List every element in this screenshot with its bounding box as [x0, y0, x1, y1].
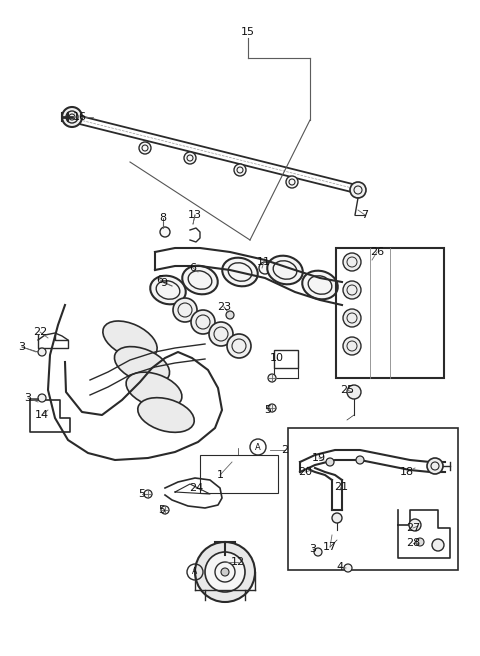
Circle shape — [226, 311, 234, 319]
Text: 14: 14 — [35, 410, 49, 420]
Circle shape — [432, 539, 444, 551]
Circle shape — [347, 385, 361, 399]
Ellipse shape — [267, 256, 303, 284]
Ellipse shape — [182, 266, 218, 295]
Circle shape — [314, 548, 322, 556]
Circle shape — [161, 506, 169, 514]
Circle shape — [209, 322, 233, 346]
Text: 8: 8 — [159, 213, 167, 223]
Ellipse shape — [138, 398, 194, 432]
Circle shape — [160, 227, 170, 237]
Text: 3: 3 — [310, 544, 316, 554]
Bar — [274, 350, 298, 368]
Ellipse shape — [150, 276, 186, 304]
Circle shape — [227, 334, 251, 358]
Text: 3: 3 — [19, 342, 25, 352]
Circle shape — [332, 513, 342, 523]
Text: 17: 17 — [323, 542, 337, 552]
Text: 5: 5 — [264, 405, 272, 415]
Text: 18: 18 — [400, 467, 414, 477]
Text: 4: 4 — [336, 562, 344, 572]
Circle shape — [409, 519, 421, 531]
Circle shape — [268, 374, 276, 382]
Text: 28: 28 — [406, 538, 420, 548]
Text: 27: 27 — [406, 523, 420, 533]
Circle shape — [259, 262, 271, 274]
Text: 19: 19 — [312, 453, 326, 463]
Circle shape — [221, 568, 229, 576]
Circle shape — [139, 142, 151, 154]
Text: 22: 22 — [33, 327, 47, 337]
Circle shape — [343, 253, 361, 271]
Ellipse shape — [302, 271, 338, 299]
Circle shape — [343, 309, 361, 327]
Ellipse shape — [222, 258, 258, 286]
Bar — [336, 248, 444, 378]
Bar — [200, 455, 278, 493]
Circle shape — [144, 490, 152, 498]
Circle shape — [173, 298, 197, 322]
Text: 2: 2 — [281, 445, 288, 455]
Text: 15: 15 — [241, 27, 255, 37]
Text: 3: 3 — [24, 393, 32, 403]
Text: 1: 1 — [216, 470, 224, 480]
Text: 23: 23 — [217, 302, 231, 312]
Text: 10: 10 — [270, 353, 284, 363]
Circle shape — [191, 310, 215, 334]
Ellipse shape — [126, 372, 182, 408]
Circle shape — [356, 456, 364, 464]
Text: 7: 7 — [361, 210, 369, 220]
Bar — [288, 428, 458, 570]
Circle shape — [62, 107, 82, 127]
Circle shape — [350, 182, 366, 198]
Text: 11: 11 — [257, 257, 271, 267]
Circle shape — [195, 542, 255, 602]
Circle shape — [416, 538, 424, 546]
Circle shape — [344, 564, 352, 572]
Text: 21: 21 — [334, 482, 348, 492]
Ellipse shape — [114, 346, 169, 383]
Text: A: A — [192, 567, 198, 577]
Circle shape — [38, 394, 46, 402]
Circle shape — [184, 152, 196, 164]
Text: 9: 9 — [160, 278, 168, 288]
Circle shape — [343, 281, 361, 299]
Ellipse shape — [103, 321, 157, 359]
Text: 13: 13 — [188, 210, 202, 220]
Circle shape — [38, 348, 46, 356]
Text: 5: 5 — [158, 505, 166, 515]
Circle shape — [286, 176, 298, 188]
Text: 25: 25 — [340, 385, 354, 395]
Text: 6: 6 — [190, 263, 196, 273]
Text: 20: 20 — [298, 467, 312, 477]
Circle shape — [326, 458, 334, 466]
Text: 24: 24 — [189, 483, 203, 493]
Circle shape — [268, 404, 276, 412]
Text: 5: 5 — [139, 489, 145, 499]
Text: 16: 16 — [73, 112, 87, 122]
Circle shape — [205, 552, 245, 592]
Text: A: A — [255, 443, 261, 451]
Circle shape — [234, 164, 246, 176]
Circle shape — [427, 458, 443, 474]
Text: 12: 12 — [231, 557, 245, 567]
Circle shape — [343, 337, 361, 355]
Text: 6: 6 — [156, 275, 164, 285]
Text: 26: 26 — [370, 247, 384, 257]
